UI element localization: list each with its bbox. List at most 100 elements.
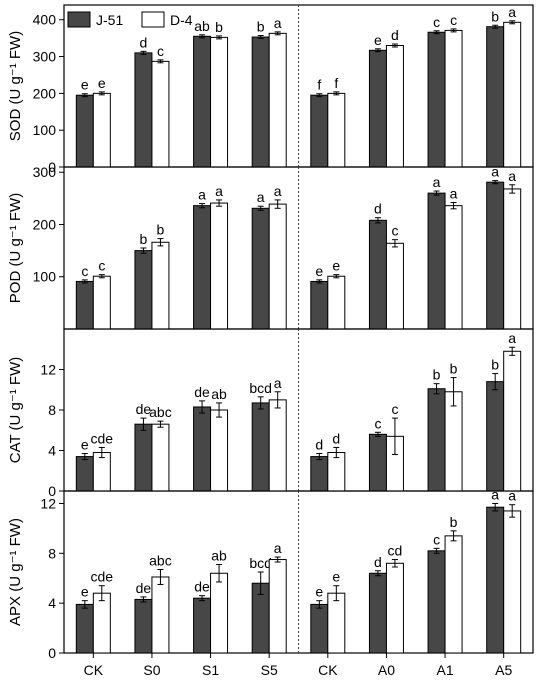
y-tick-label: 0 — [48, 483, 56, 499]
y-tick-label: 400 — [33, 12, 57, 28]
bar-d-4 — [151, 60, 170, 168]
significance-letter: a — [198, 187, 206, 203]
bar-j-51 — [486, 381, 505, 492]
bar-j-51 — [368, 572, 387, 654]
bar-j-51 — [134, 52, 153, 168]
significance-letter: a — [433, 174, 441, 190]
y-axis-title: APX (U g⁻¹ FW) — [7, 518, 24, 626]
bar-j-51 — [427, 31, 446, 168]
bar-d-4 — [444, 391, 463, 492]
significance-letter: a — [274, 183, 282, 199]
y-tick-label: 12 — [40, 362, 56, 378]
bar-j-51 — [251, 36, 270, 168]
bar-d-4 — [444, 535, 463, 654]
bar-d-4 — [385, 562, 404, 654]
bar-j-51 — [368, 433, 387, 492]
significance-letter: bcd — [249, 380, 272, 396]
bar-j-51 — [310, 603, 329, 654]
legend-label-d-4: D-4 — [170, 12, 193, 28]
significance-letter: b — [491, 357, 499, 373]
bar-d-4 — [444, 29, 463, 168]
significance-letter: c — [98, 258, 105, 274]
significance-letter: a — [508, 330, 516, 346]
significance-letter: e — [81, 77, 89, 93]
significance-letter: a — [491, 164, 499, 180]
bar-d-4 — [92, 452, 111, 492]
bar-d-4 — [503, 510, 522, 654]
bar-d-4 — [210, 202, 229, 330]
significance-letter: d — [140, 34, 148, 50]
significance-letter: a — [508, 4, 516, 20]
significance-letter: cde — [91, 430, 114, 446]
significance-letter: c — [391, 223, 398, 239]
significance-letter: ab — [194, 18, 210, 34]
bar-d-4 — [151, 576, 170, 654]
y-tick-label: 300 — [33, 164, 57, 180]
bar-j-51 — [486, 506, 505, 654]
significance-letter: de — [136, 401, 152, 417]
significance-letter: e — [332, 569, 340, 585]
significance-letter: e — [332, 258, 340, 274]
significance-letter: e — [81, 584, 89, 600]
y-tick-label: 100 — [33, 122, 57, 138]
significance-letter: c — [433, 531, 440, 547]
significance-letter: e — [81, 437, 89, 453]
bar-j-51 — [75, 603, 94, 654]
y-tick-label: 4 — [48, 443, 56, 459]
bar-d-4 — [444, 205, 463, 330]
x-category-label: A0 — [378, 662, 395, 678]
significance-letter: a — [274, 375, 282, 391]
significance-letter: b — [140, 231, 148, 247]
significance-letter: e — [374, 32, 382, 48]
bar-d-4 — [210, 36, 229, 168]
y-tick-label: 300 — [33, 49, 57, 65]
bar-d-4 — [268, 399, 287, 492]
y-axis-title: POD (U g⁻¹ FW) — [7, 193, 24, 303]
significance-letter: e — [315, 584, 323, 600]
significance-letter: d — [374, 554, 382, 570]
y-tick-label: 8 — [48, 402, 56, 418]
significance-letter: c — [433, 14, 440, 30]
bar-d-4 — [92, 92, 111, 168]
bar-d-4 — [151, 423, 170, 492]
y-tick-label: 200 — [33, 216, 57, 232]
y-axis-title: CAT (U g⁻¹ FW) — [7, 357, 24, 464]
y-tick-label: 100 — [33, 269, 57, 285]
bar-d-4 — [210, 572, 229, 654]
bar-j-51 — [134, 423, 153, 492]
significance-letter: cde — [91, 569, 114, 585]
significance-letter: abc — [149, 404, 172, 420]
significance-letter: a — [508, 168, 516, 184]
bar-d-4 — [268, 203, 287, 330]
significance-letter: a — [450, 186, 458, 202]
significance-letter: a — [274, 540, 282, 556]
significance-letter: c — [81, 263, 88, 279]
legend-swatch-j-51 — [67, 11, 91, 28]
significance-letter: d — [315, 437, 323, 453]
x-category-label: S0 — [143, 662, 160, 678]
bar-d-4 — [503, 188, 522, 330]
significance-letter: de — [194, 384, 210, 400]
significance-letter: b — [215, 19, 223, 35]
significance-letter: a — [274, 15, 282, 31]
bar-j-51 — [193, 205, 212, 330]
bar-j-51 — [134, 598, 153, 654]
significance-letter: a — [257, 189, 265, 205]
bar-j-51 — [368, 219, 387, 330]
bar-d-4 — [327, 452, 346, 492]
x-category-label: S5 — [261, 662, 278, 678]
y-axis-title: SOD (U g⁻¹ FW) — [7, 31, 24, 141]
bar-d-4 — [151, 241, 170, 330]
bar-j-51 — [368, 49, 387, 168]
bar-j-51 — [75, 280, 94, 330]
significance-letter: b — [450, 361, 458, 377]
bar-j-51 — [486, 181, 505, 330]
significance-letter: ab — [211, 548, 227, 564]
x-category-label: S1 — [202, 662, 219, 678]
bar-d-4 — [92, 592, 111, 654]
bar-j-51 — [251, 207, 270, 330]
significance-letter: cd — [388, 543, 403, 559]
bar-j-51 — [193, 406, 212, 492]
